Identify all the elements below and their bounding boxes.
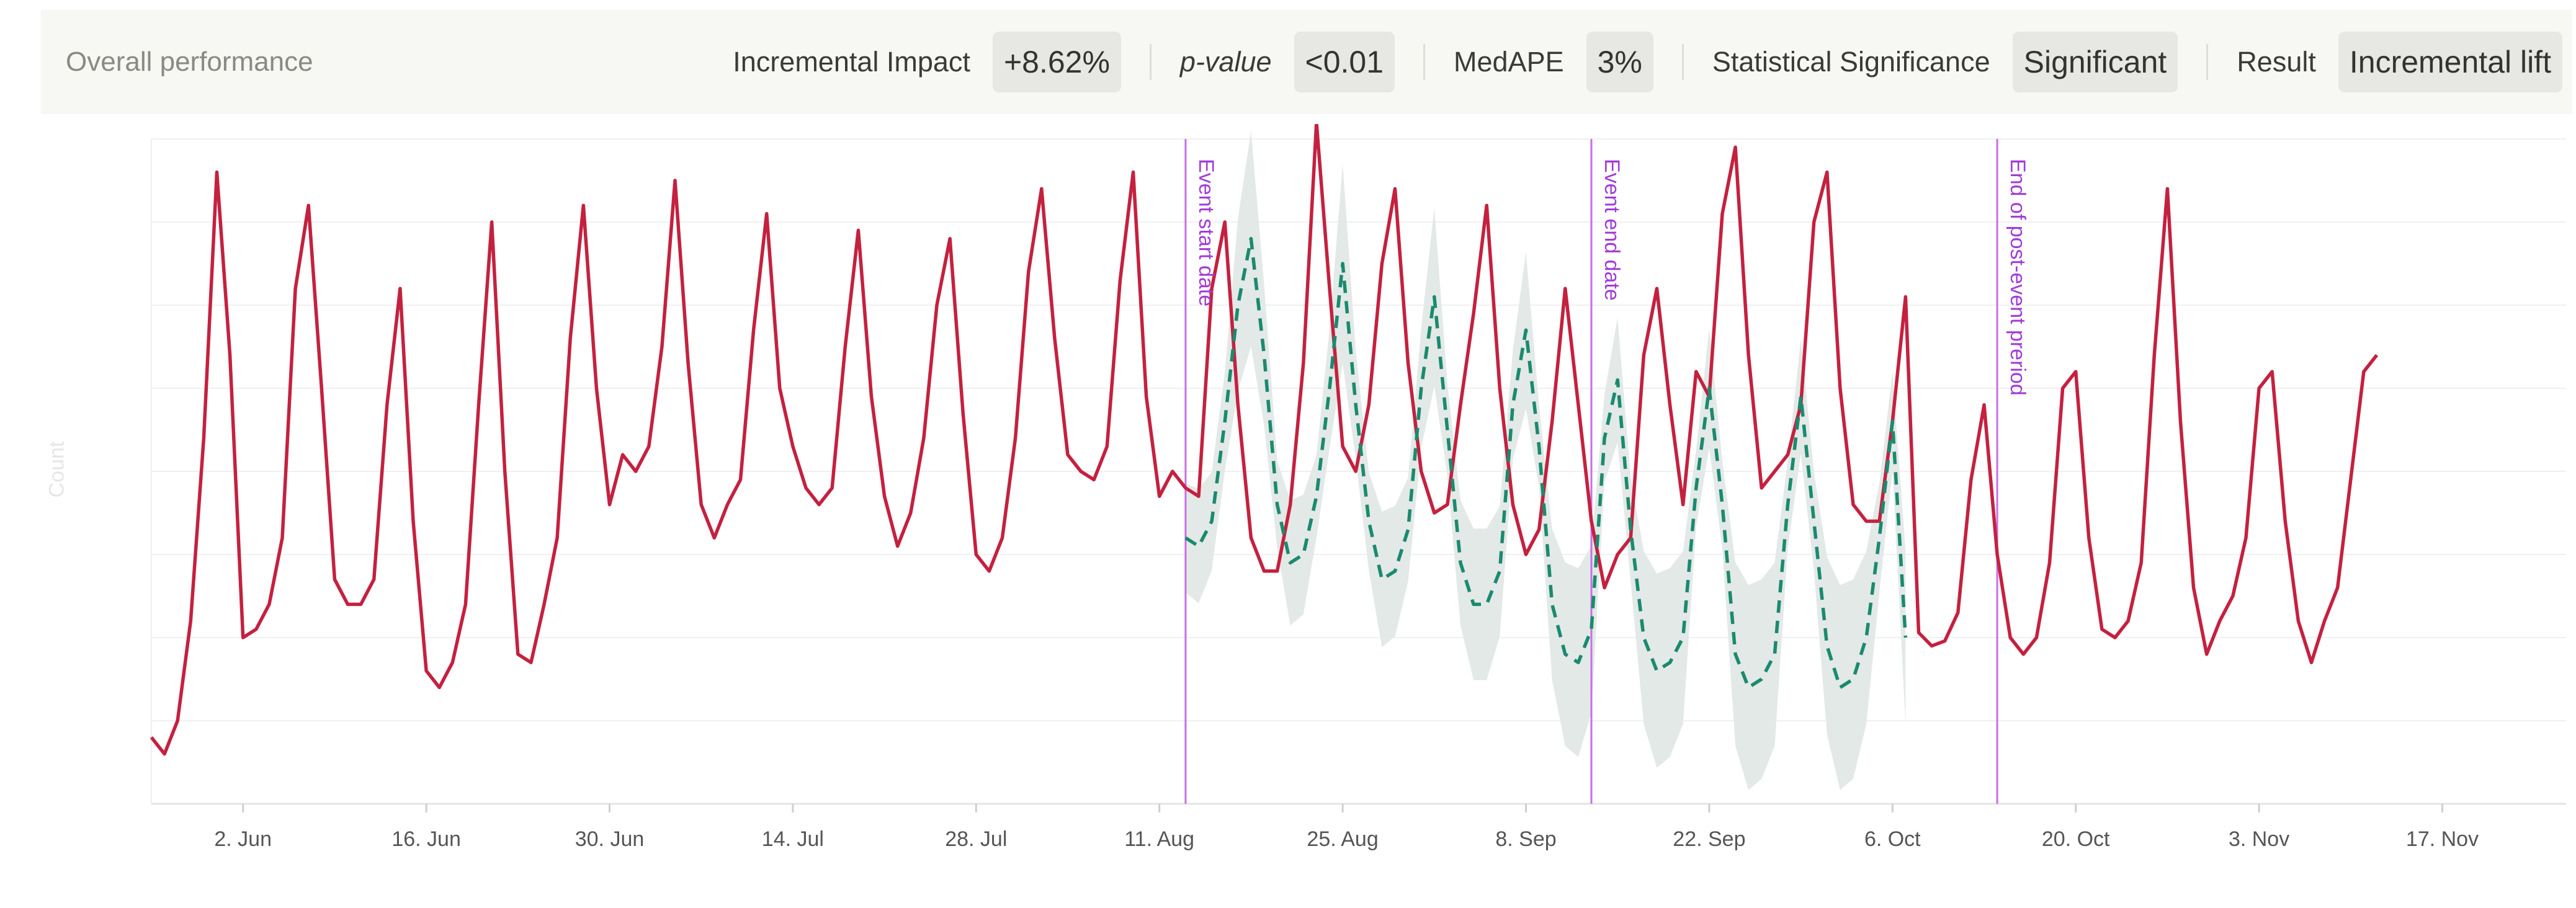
metric-item: MedAPE 3% <box>1454 32 1653 92</box>
x-tick-label: 16. Jun <box>391 827 461 851</box>
event-marker-label: Event start date <box>1194 159 1218 306</box>
metric-separator <box>1681 44 1684 80</box>
x-tick-label: 17. Nov <box>2406 827 2479 851</box>
performance-chart: Event start date Event end date End of pos… <box>0 124 2576 908</box>
metric-label: Incremental Impact <box>733 46 970 78</box>
x-tick-label: 28. Jul <box>945 827 1007 851</box>
metric-label: Result <box>2237 46 2316 78</box>
metric-label: p-value <box>1179 46 1272 78</box>
metric-item: Result Incremental lift <box>2237 32 2562 92</box>
metrics-row: Incremental Impact +8.62% p-value <0.01 MedA… <box>733 10 2562 114</box>
x-tick-label: 22. Sep <box>1673 827 1745 851</box>
x-tick-label: 8. Sep <box>1495 827 1556 851</box>
x-tick-label: 3. Nov <box>2229 827 2289 851</box>
x-tick-label: 20. Oct <box>2042 827 2110 851</box>
overall-performance-bar: Overall performance Incremental Impact +8… <box>41 10 2572 114</box>
x-tick-label: 6. Oct <box>1864 827 1921 851</box>
metric-value: 3% <box>1586 32 1653 92</box>
prediction-band <box>1185 131 1906 790</box>
metric-value: Significant <box>2012 32 2178 92</box>
x-tick-label: 11. Aug <box>1124 827 1194 851</box>
predicted-series-line <box>1184 237 1908 690</box>
metric-item: Statistical Significance Significant <box>1712 32 2178 92</box>
metric-label: Statistical Significance <box>1712 46 1990 78</box>
metric-separator <box>2206 44 2209 80</box>
actual-series-line <box>150 124 2379 756</box>
summary-title: Overall performance <box>66 47 313 77</box>
event-marker-label: Event end date <box>1600 159 1624 301</box>
metric-value: Incremental lift <box>2338 32 2562 92</box>
metric-value: +8.62% <box>992 32 1121 92</box>
metric-item: Incremental Impact +8.62% <box>733 32 1121 92</box>
metric-label: MedAPE <box>1454 46 1564 78</box>
y-axis-title: Count <box>45 441 69 498</box>
x-tick-label: 14. Jul <box>762 827 824 851</box>
metric-separator <box>1423 44 1426 80</box>
chart-svg: Event start date Event end date End of pos… <box>150 124 2566 851</box>
x-tick-label: 25. Aug <box>1307 827 1378 851</box>
metric-item: p-value <0.01 <box>1180 32 1395 92</box>
metric-separator <box>1149 44 1152 80</box>
metric-value: <0.01 <box>1294 32 1395 92</box>
x-tick-label: 30. Jun <box>575 827 645 851</box>
event-marker-label: End of post-event preriod <box>2006 159 2029 396</box>
x-tick-label: 2. Jun <box>214 827 272 851</box>
